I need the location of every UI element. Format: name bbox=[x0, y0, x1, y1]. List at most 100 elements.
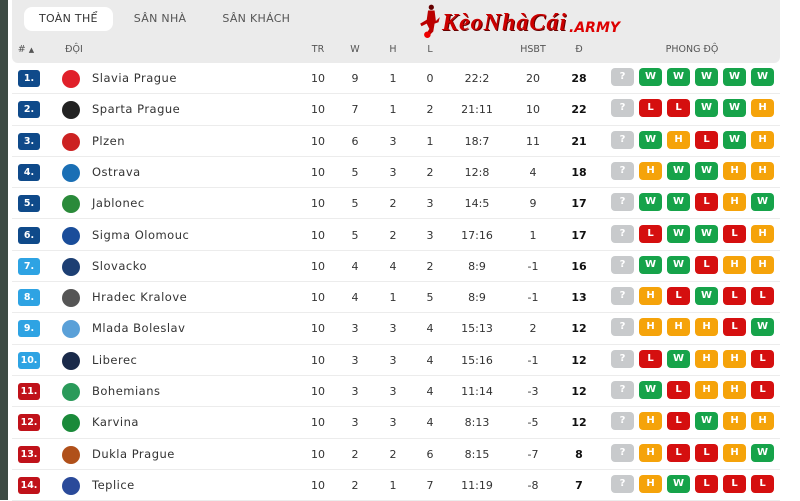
form-badge[interactable]: L bbox=[723, 318, 746, 337]
form-badge[interactable]: L bbox=[667, 381, 690, 399]
form-badge[interactable]: L bbox=[667, 99, 690, 118]
form-badge[interactable]: W bbox=[695, 99, 718, 118]
form-badge[interactable]: L bbox=[667, 443, 690, 462]
form-badge[interactable]: W bbox=[667, 68, 690, 86]
form-badge[interactable]: L bbox=[751, 381, 774, 399]
form-badge[interactable]: H bbox=[723, 443, 746, 462]
form-badge[interactable]: H bbox=[751, 161, 774, 180]
team-name[interactable]: Liberec bbox=[92, 352, 138, 367]
form-badge[interactable]: W bbox=[667, 193, 690, 212]
form-badge[interactable]: H bbox=[695, 349, 718, 368]
form-badge[interactable]: W bbox=[695, 412, 718, 431]
form-badge[interactable]: H bbox=[639, 474, 662, 493]
team-name[interactable]: Mlada Boleslav bbox=[92, 321, 186, 336]
form-badge[interactable]: L bbox=[751, 474, 774, 493]
form-badge[interactable]: W bbox=[639, 68, 662, 86]
form-badge[interactable]: H bbox=[723, 193, 746, 212]
form-badge[interactable]: H bbox=[667, 318, 690, 337]
form-badge[interactable]: W bbox=[639, 255, 662, 274]
table-row[interactable]: 8. Hradec Kralove 10 4 1 5 8:9 -1 13? H L W L L bbox=[12, 282, 780, 314]
form-badge[interactable]: W bbox=[667, 255, 690, 274]
table-row[interactable]: 12. Karvina 10 3 3 4 8:13 -5 12? H L W H H bbox=[12, 407, 780, 439]
form-badge[interactable]: L bbox=[695, 193, 718, 212]
form-badge[interactable]: ? bbox=[611, 287, 634, 306]
form-badge[interactable]: H bbox=[723, 161, 746, 180]
form-badge[interactable]: H bbox=[751, 412, 774, 431]
form-badge[interactable]: W bbox=[695, 224, 718, 243]
team-name[interactable]: Slavia Prague bbox=[92, 71, 177, 85]
form-badge[interactable]: W bbox=[723, 130, 746, 149]
team-name[interactable]: Sparta Prague bbox=[92, 102, 181, 117]
form-badge[interactable]: W bbox=[751, 68, 774, 86]
col-played-header[interactable]: TR bbox=[311, 44, 325, 55]
team-name[interactable]: Jablonec bbox=[92, 196, 145, 211]
tab-away[interactable]: SÂN KHÁCH bbox=[222, 12, 291, 25]
form-badge[interactable]: W bbox=[751, 443, 774, 462]
table-row[interactable]: 9. Mlada Boleslav 10 3 3 4 15:13 2 12? H H H L W bbox=[12, 313, 780, 345]
table-row[interactable]: 11. Bohemians 10 3 3 4 11:14 -3 12? W L H H L bbox=[12, 376, 780, 408]
form-badge[interactable]: L bbox=[639, 99, 662, 118]
col-draw-header[interactable]: H bbox=[389, 44, 397, 55]
form-badge[interactable]: L bbox=[667, 412, 690, 431]
form-badge[interactable]: W bbox=[751, 318, 774, 337]
form-badge[interactable]: W bbox=[723, 99, 746, 118]
team-name[interactable]: Karvina bbox=[92, 415, 139, 430]
col-goal-diff-header[interactable]: HSBT bbox=[520, 44, 546, 55]
table-row[interactable]: 13. Dukla Prague 10 2 2 6 8:15 -7 8? H L L H W bbox=[12, 439, 780, 470]
form-badge[interactable]: H bbox=[751, 224, 774, 243]
form-badge[interactable]: ? bbox=[611, 224, 634, 243]
table-row[interactable]: 14. Teplice 10 2 1 7 11:19 -8 7? H W L L L bbox=[12, 470, 780, 501]
team-name[interactable]: Ostrava bbox=[92, 164, 141, 179]
team-name[interactable]: Bohemians bbox=[92, 384, 161, 398]
tab-home[interactable]: SÂN NHÀ bbox=[133, 12, 187, 25]
form-badge[interactable]: L bbox=[723, 224, 746, 243]
form-badge[interactable]: L bbox=[667, 287, 690, 306]
table-row[interactable]: 2. Sparta Prague 10 7 1 2 21:11 10 22? L L W W H bbox=[12, 94, 780, 126]
team-name[interactable]: Slovacko bbox=[92, 258, 147, 273]
table-row[interactable]: 10. Liberec 10 3 3 4 15:16 -1 12? L W H H L bbox=[12, 345, 780, 376]
table-row[interactable]: 5. Jablonec 10 5 2 3 14:5 9 17? W W L H W bbox=[12, 188, 780, 220]
form-badge[interactable]: W bbox=[751, 193, 774, 212]
form-badge[interactable]: H bbox=[751, 255, 774, 274]
col-won-header[interactable]: W bbox=[350, 44, 360, 55]
form-badge[interactable]: ? bbox=[611, 318, 634, 337]
form-badge[interactable]: H bbox=[639, 412, 662, 431]
col-rank-header[interactable]: # ▲ bbox=[18, 44, 34, 55]
form-badge[interactable]: W bbox=[667, 474, 690, 493]
form-badge[interactable]: H bbox=[695, 318, 718, 337]
form-badge[interactable]: W bbox=[723, 68, 746, 86]
form-badge[interactable]: L bbox=[639, 224, 662, 243]
form-badge[interactable]: W bbox=[695, 161, 718, 180]
form-badge[interactable]: ? bbox=[611, 193, 634, 212]
form-badge[interactable]: W bbox=[639, 130, 662, 149]
form-badge[interactable]: H bbox=[751, 99, 774, 118]
form-badge[interactable]: W bbox=[695, 287, 718, 306]
col-lost-header[interactable]: L bbox=[427, 44, 433, 55]
col-team-header[interactable]: ĐỘI bbox=[65, 44, 83, 55]
team-name[interactable]: Plzen bbox=[92, 133, 126, 148]
form-badge[interactable]: H bbox=[667, 130, 690, 149]
team-name[interactable]: Hradec Kralove bbox=[92, 290, 188, 305]
team-name[interactable]: Dukla Prague bbox=[92, 446, 175, 461]
form-badge[interactable]: ? bbox=[611, 255, 634, 274]
form-badge[interactable]: ? bbox=[611, 130, 634, 149]
table-row[interactable]: 6. Sigma Olomouc 10 5 2 3 17:16 1 17? L W W L H bbox=[12, 220, 780, 251]
table-row[interactable]: 4. Ostrava 10 5 3 2 12:8 4 18? H W W H H bbox=[12, 157, 780, 189]
form-badge[interactable]: W bbox=[639, 381, 662, 399]
form-badge[interactable]: H bbox=[751, 130, 774, 149]
form-badge[interactable]: ? bbox=[611, 412, 634, 431]
form-badge[interactable]: L bbox=[695, 474, 718, 493]
table-row[interactable]: 3. Plzen 10 6 3 1 18:7 11 21? W H L W H bbox=[12, 126, 780, 157]
form-badge[interactable]: L bbox=[639, 349, 662, 368]
form-badge[interactable]: W bbox=[667, 224, 690, 243]
form-badge[interactable]: L bbox=[695, 255, 718, 274]
form-badge[interactable]: H bbox=[639, 161, 662, 180]
form-badge[interactable]: L bbox=[695, 130, 718, 149]
form-badge[interactable]: H bbox=[639, 443, 662, 462]
form-badge[interactable]: W bbox=[667, 161, 690, 180]
form-badge[interactable]: L bbox=[695, 443, 718, 462]
form-badge[interactable]: H bbox=[723, 349, 746, 368]
form-badge[interactable]: L bbox=[723, 474, 746, 493]
table-row[interactable]: 7. Slovacko 10 4 4 2 8:9 -1 16? W W L H H bbox=[12, 251, 780, 283]
tab-overall[interactable]: TOÀN THỂ bbox=[24, 7, 113, 31]
